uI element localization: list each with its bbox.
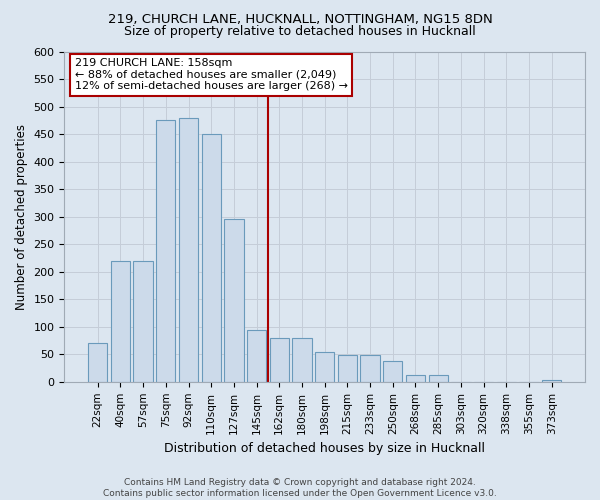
Bar — [156, 120, 175, 382]
Bar — [338, 356, 357, 382]
Bar — [406, 374, 425, 382]
Text: 219, CHURCH LANE, HUCKNALL, NOTTINGHAM, NG15 8DN: 219, CHURCH LANE, HUCKNALL, NOTTINGHAM, … — [107, 12, 493, 26]
Bar — [428, 374, 448, 382]
Text: Size of property relative to detached houses in Hucknall: Size of property relative to detached ho… — [124, 25, 476, 38]
Y-axis label: Number of detached properties: Number of detached properties — [15, 124, 28, 310]
Text: 219 CHURCH LANE: 158sqm
← 88% of detached houses are smaller (2,049)
12% of semi: 219 CHURCH LANE: 158sqm ← 88% of detache… — [75, 58, 348, 92]
Bar — [133, 260, 153, 382]
Bar — [383, 361, 403, 382]
Bar — [542, 380, 562, 382]
Bar — [269, 338, 289, 382]
X-axis label: Distribution of detached houses by size in Hucknall: Distribution of detached houses by size … — [164, 442, 485, 455]
Bar — [315, 352, 334, 382]
Bar — [224, 220, 244, 382]
Bar — [361, 356, 380, 382]
Bar — [179, 118, 198, 382]
Bar — [88, 344, 107, 382]
Bar — [292, 338, 311, 382]
Text: Contains HM Land Registry data © Crown copyright and database right 2024.
Contai: Contains HM Land Registry data © Crown c… — [103, 478, 497, 498]
Bar — [111, 260, 130, 382]
Bar — [202, 134, 221, 382]
Bar — [247, 330, 266, 382]
